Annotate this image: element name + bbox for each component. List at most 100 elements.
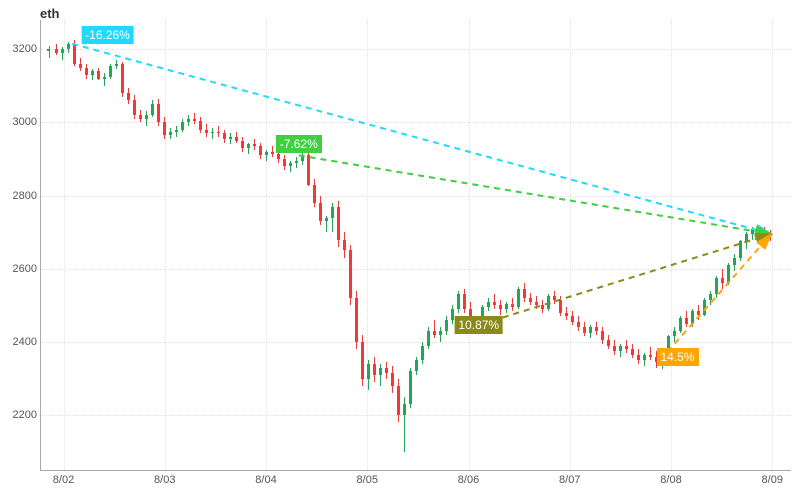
candle-body [47, 49, 50, 51]
candle-wick [176, 126, 177, 137]
candle-body [145, 115, 148, 119]
candle-body [457, 294, 460, 309]
candle-body [739, 241, 742, 257]
candle-body [445, 320, 448, 331]
x-axis-label: 8/04 [255, 474, 276, 486]
candle-body [283, 159, 286, 166]
candle-body [391, 373, 394, 386]
candle-body [409, 371, 412, 404]
candle-body [73, 44, 76, 64]
candle-body [217, 132, 220, 134]
candle-wick [146, 111, 147, 126]
candle-body [277, 154, 280, 159]
candle-body [349, 250, 352, 298]
x-axis-label: 8/02 [53, 474, 74, 486]
candle-body [685, 318, 688, 323]
candle-body [415, 360, 418, 371]
x-axis-label: 8/09 [762, 474, 783, 486]
gridline-vertical [671, 20, 672, 470]
candle-body [529, 298, 532, 302]
x-axis-label: 8/08 [660, 474, 681, 486]
chart-title: eth [40, 6, 60, 21]
candle-body [679, 318, 682, 331]
candle-body [625, 346, 628, 350]
candle-wick [770, 230, 771, 241]
x-axis-label: 8/03 [154, 474, 175, 486]
candle-body [721, 278, 724, 283]
candle-body [301, 155, 304, 160]
candle-body [691, 311, 694, 324]
candle-body [331, 207, 334, 218]
candle-body [265, 152, 268, 156]
candle-body [631, 349, 634, 354]
candle-body [589, 327, 592, 332]
candle-body [559, 300, 562, 313]
candle-body [133, 100, 136, 115]
candle-body [499, 305, 502, 309]
y-axis-label: 2200 [13, 409, 37, 421]
gridline-vertical [570, 20, 571, 470]
candle-body [103, 77, 106, 79]
candle-body [595, 327, 598, 331]
x-axis-label: 8/06 [458, 474, 479, 486]
candle-body [79, 64, 82, 68]
candle-body [547, 296, 550, 309]
candle-body [175, 130, 178, 132]
percentage-label: -7.62% [276, 135, 322, 153]
candle-body [205, 130, 208, 134]
candle-body [199, 121, 202, 130]
gridline-horizontal [41, 49, 791, 50]
candle-body [727, 265, 730, 283]
candle-wick [230, 133, 231, 144]
candle-body [289, 163, 292, 167]
candle-body [325, 218, 328, 222]
candle-body [361, 342, 364, 379]
candle-body [757, 229, 760, 233]
gridline-vertical [165, 20, 166, 470]
candle-body [751, 229, 754, 234]
candle-body [517, 289, 520, 307]
candle-body [463, 294, 466, 309]
candle-body [577, 322, 580, 327]
y-axis-label: 3000 [13, 116, 37, 128]
gridline-horizontal [41, 342, 791, 343]
candle-wick [434, 320, 435, 338]
candle-body [307, 155, 310, 184]
candle-wick [212, 128, 213, 139]
candle-body [181, 122, 184, 129]
candle-body [505, 304, 508, 309]
candle-body [151, 104, 154, 115]
candle-body [697, 311, 700, 315]
candle-body [157, 104, 160, 122]
plot-area[interactable]: 2200240026002800300032008/028/038/048/05… [40, 20, 791, 471]
candle-body [169, 132, 172, 136]
candle-body [139, 115, 142, 119]
candle-body [259, 146, 262, 155]
y-axis-label: 2800 [13, 190, 37, 202]
candle-body [355, 298, 358, 342]
candle-body [385, 368, 388, 373]
y-axis-label: 3200 [13, 43, 37, 55]
candle-body [427, 331, 430, 346]
candle-body [643, 355, 646, 360]
candle-body [421, 346, 424, 361]
candle-body [91, 71, 94, 75]
candle-wick [296, 157, 297, 168]
candle-body [397, 386, 400, 415]
candle-body [763, 232, 766, 234]
candle-body [703, 300, 706, 315]
candle-body [535, 302, 538, 306]
candle-body [439, 331, 442, 335]
candle-body [115, 64, 118, 66]
candle-body [211, 132, 214, 134]
percentage-label: -16.26% [81, 26, 134, 44]
candle-body [523, 289, 526, 298]
candle-body [337, 207, 340, 240]
percentage-label: 10.87% [454, 316, 503, 334]
candle-body [745, 234, 748, 241]
candle-body [487, 302, 490, 307]
candle-wick [440, 327, 441, 342]
candle-wick [49, 46, 50, 59]
gridline-vertical [64, 20, 65, 470]
gridline-horizontal [41, 122, 791, 123]
